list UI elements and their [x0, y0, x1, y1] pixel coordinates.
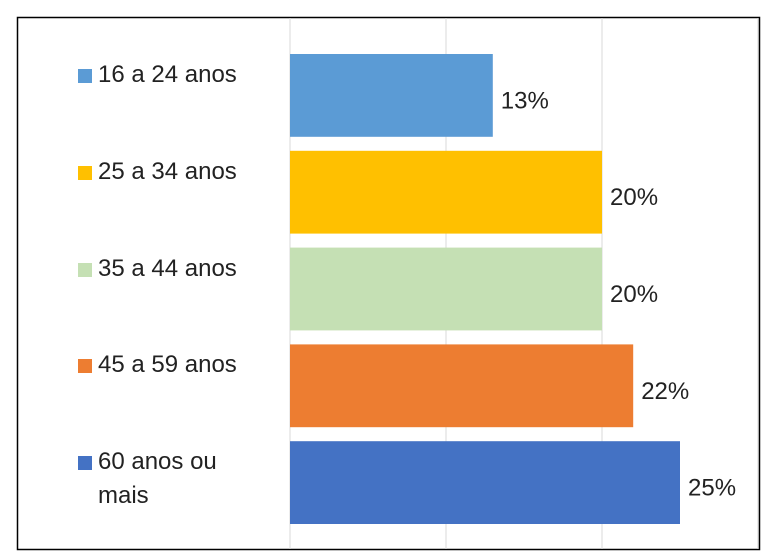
category-text: 35 a 44 anos: [98, 254, 237, 282]
category-label: 16 a 24 anos: [78, 58, 248, 92]
category-text: 16 a 24 anos: [98, 61, 237, 88]
category-swatch: [78, 359, 92, 374]
category-label: 45 a 59 anos: [78, 348, 248, 382]
category-text: 45 a 59 anos: [98, 351, 237, 379]
data-label: 22%: [641, 378, 689, 405]
category-swatch: [78, 165, 92, 180]
category-label: 25 a 34 anos: [78, 155, 248, 189]
chart-border: [16, 16, 761, 551]
category-swatch: [78, 69, 92, 83]
category-label: 35 a 44 anos: [78, 252, 248, 286]
category-swatch: [78, 456, 92, 471]
category-swatch: [78, 262, 92, 277]
data-label: 25%: [688, 475, 736, 502]
bar: [290, 54, 493, 137]
bar: [290, 247, 602, 331]
bar: [290, 150, 602, 234]
data-label: 13%: [501, 87, 549, 114]
bar: [290, 344, 634, 428]
bar: [290, 441, 680, 524]
category-text: 25 a 34 anos: [98, 157, 237, 185]
data-label: 20%: [610, 281, 658, 308]
category-label: 60 anos ou mais: [78, 445, 248, 513]
data-label: 20%: [610, 184, 658, 211]
category-text: 60 anos ou mais: [98, 448, 217, 510]
